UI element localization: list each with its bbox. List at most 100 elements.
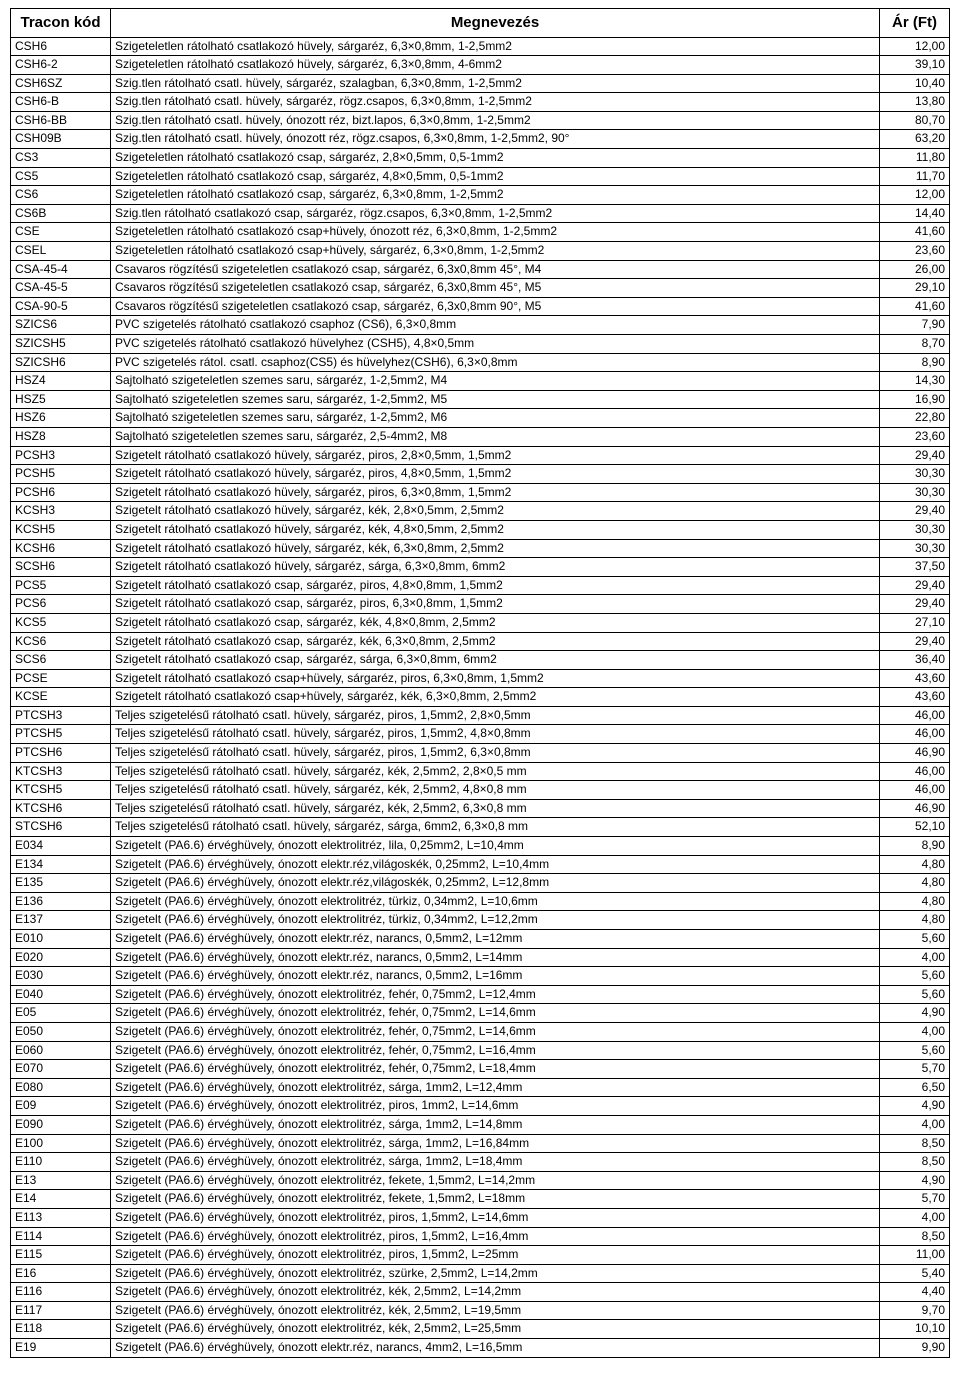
table-row: HSZ4Sajtolható szigeteletlen szemes saru… bbox=[11, 372, 950, 391]
cell-code: E14 bbox=[11, 1190, 111, 1209]
cell-code: KTCSH3 bbox=[11, 762, 111, 781]
table-row: PCSH6Szigetelt rátolható csatlakozó hüve… bbox=[11, 483, 950, 502]
cell-name: Szigetelt rátolható csatlakozó hüvely, s… bbox=[111, 520, 880, 539]
table-row: E16Szigetelt (PA6.6) érvéghüvely, ónozot… bbox=[11, 1264, 950, 1283]
table-row: E090Szigetelt (PA6.6) érvéghüvely, ónozo… bbox=[11, 1115, 950, 1134]
cell-code: PTCSH5 bbox=[11, 725, 111, 744]
cell-name: Sajtolható szigeteletlen szemes saru, sá… bbox=[111, 372, 880, 391]
cell-name: Szigetelt (PA6.6) érvéghüvely, ónozott e… bbox=[111, 1283, 880, 1302]
cell-price: 52,10 bbox=[880, 818, 950, 837]
table-row: STCSH6Teljes szigetelésű rátolható csatl… bbox=[11, 818, 950, 837]
table-row: E136Szigetelt (PA6.6) érvéghüvely, ónozo… bbox=[11, 892, 950, 911]
cell-name: Szigetelt (PA6.6) érvéghüvely, ónozott e… bbox=[111, 1171, 880, 1190]
cell-price: 14,40 bbox=[880, 204, 950, 223]
cell-code: PCSE bbox=[11, 669, 111, 688]
cell-price: 11,70 bbox=[880, 167, 950, 186]
cell-code: SZICSH6 bbox=[11, 353, 111, 372]
cell-price: 46,00 bbox=[880, 725, 950, 744]
table-body: CSH6Szigeteletlen rátolható csatlakozó h… bbox=[11, 37, 950, 1357]
cell-code: CSH6 bbox=[11, 37, 111, 56]
cell-price: 4,40 bbox=[880, 1283, 950, 1302]
cell-code: E070 bbox=[11, 1060, 111, 1079]
cell-price: 5,60 bbox=[880, 930, 950, 949]
table-row: KCS5Szigetelt rátolható csatlakozó csap,… bbox=[11, 613, 950, 632]
cell-code: KTCSH5 bbox=[11, 781, 111, 800]
cell-price: 4,80 bbox=[880, 911, 950, 930]
table-row: E070Szigetelt (PA6.6) érvéghüvely, ónozo… bbox=[11, 1060, 950, 1079]
cell-name: Szigetelt rátolható csatlakozó hüvely, s… bbox=[111, 539, 880, 558]
table-row: E034Szigetelt (PA6.6) érvéghüvely, ónozo… bbox=[11, 837, 950, 856]
cell-name: Szigeteletlen rátolható csatlakozó csap+… bbox=[111, 242, 880, 261]
cell-price: 30,30 bbox=[880, 539, 950, 558]
cell-code: E040 bbox=[11, 985, 111, 1004]
cell-price: 39,10 bbox=[880, 56, 950, 75]
table-row: HSZ5Sajtolható szigeteletlen szemes saru… bbox=[11, 390, 950, 409]
cell-price: 46,00 bbox=[880, 762, 950, 781]
cell-code: CSH09B bbox=[11, 130, 111, 149]
cell-name: Szig.tlen rátolható csatl. hüvely, sárga… bbox=[111, 93, 880, 112]
cell-name: Szigetelt (PA6.6) érvéghüvely, ónozott e… bbox=[111, 1246, 880, 1265]
cell-code: PTCSH6 bbox=[11, 744, 111, 763]
header-price: Ár (Ft) bbox=[880, 9, 950, 38]
cell-name: Szigetelt (PA6.6) érvéghüvely, ónozott e… bbox=[111, 1227, 880, 1246]
cell-price: 80,70 bbox=[880, 111, 950, 130]
cell-name: Szigetelt rátolható csatlakozó hüvely, s… bbox=[111, 446, 880, 465]
table-row: KTCSH6Teljes szigetelésű rátolható csatl… bbox=[11, 799, 950, 818]
cell-code: CSH6-B bbox=[11, 93, 111, 112]
cell-name: Szigetelt (PA6.6) érvéghüvely, ónozott e… bbox=[111, 837, 880, 856]
cell-code: PCSH3 bbox=[11, 446, 111, 465]
cell-code: CS6 bbox=[11, 186, 111, 205]
table-row: PTCSH6Teljes szigetelésű rátolható csatl… bbox=[11, 744, 950, 763]
cell-price: 12,00 bbox=[880, 186, 950, 205]
table-row: PCSESzigetelt rátolható csatlakozó csap+… bbox=[11, 669, 950, 688]
table-row: CS5Szigeteletlen rátolható csatlakozó cs… bbox=[11, 167, 950, 186]
table-row: E115Szigetelt (PA6.6) érvéghüvely, ónozo… bbox=[11, 1246, 950, 1265]
table-row: E100Szigetelt (PA6.6) érvéghüvely, ónozo… bbox=[11, 1134, 950, 1153]
cell-price: 4,00 bbox=[880, 1115, 950, 1134]
table-row: E114Szigetelt (PA6.6) érvéghüvely, ónozo… bbox=[11, 1227, 950, 1246]
cell-name: Sajtolható szigeteletlen szemes saru, sá… bbox=[111, 390, 880, 409]
cell-price: 30,30 bbox=[880, 483, 950, 502]
cell-price: 27,10 bbox=[880, 613, 950, 632]
cell-name: Szigetelt rátolható csatlakozó hüvely, s… bbox=[111, 502, 880, 521]
cell-code: SCSH6 bbox=[11, 558, 111, 577]
table-row: KCS6Szigetelt rátolható csatlakozó csap,… bbox=[11, 632, 950, 651]
cell-price: 23,60 bbox=[880, 242, 950, 261]
cell-code: E113 bbox=[11, 1208, 111, 1227]
cell-price: 26,00 bbox=[880, 260, 950, 279]
table-row: CS6BSzig.tlen rátolható csatlakozó csap,… bbox=[11, 204, 950, 223]
cell-price: 7,90 bbox=[880, 316, 950, 335]
cell-name: Szigetelt (PA6.6) érvéghüvely, ónozott e… bbox=[111, 874, 880, 893]
cell-code: E110 bbox=[11, 1153, 111, 1172]
cell-code: CSE bbox=[11, 223, 111, 242]
cell-name: Szigetelt (PA6.6) érvéghüvely, ónozott e… bbox=[111, 1041, 880, 1060]
cell-code: E030 bbox=[11, 967, 111, 986]
table-row: E020Szigetelt (PA6.6) érvéghüvely, ónozo… bbox=[11, 948, 950, 967]
table-row: PTCSH3Teljes szigetelésű rátolható csatl… bbox=[11, 706, 950, 725]
cell-code: E137 bbox=[11, 911, 111, 930]
table-row: E080Szigetelt (PA6.6) érvéghüvely, ónozo… bbox=[11, 1078, 950, 1097]
table-row: E05Szigetelt (PA6.6) érvéghüvely, ónozot… bbox=[11, 1004, 950, 1023]
cell-price: 8,70 bbox=[880, 335, 950, 354]
cell-name: Szigetelt (PA6.6) érvéghüvely, ónozott e… bbox=[111, 967, 880, 986]
table-row: CSH09BSzig.tlen rátolható csatl. hüvely,… bbox=[11, 130, 950, 149]
cell-code: KTCSH6 bbox=[11, 799, 111, 818]
cell-price: 14,30 bbox=[880, 372, 950, 391]
cell-code: KCS6 bbox=[11, 632, 111, 651]
cell-name: Szig.tlen rátolható csatl. hüvely, sárga… bbox=[111, 74, 880, 93]
cell-price: 11,80 bbox=[880, 149, 950, 168]
cell-code: HSZ4 bbox=[11, 372, 111, 391]
table-row: CSA-45-5Csavaros rögzítésű szigeteletlen… bbox=[11, 279, 950, 298]
cell-price: 11,00 bbox=[880, 1246, 950, 1265]
cell-price: 12,00 bbox=[880, 37, 950, 56]
cell-name: Csavaros rögzítésű szigeteletlen csatlak… bbox=[111, 260, 880, 279]
cell-price: 46,90 bbox=[880, 799, 950, 818]
cell-price: 5,60 bbox=[880, 985, 950, 1004]
cell-name: Szig.tlen rátolható csatl. hüvely, ónozo… bbox=[111, 111, 880, 130]
table-row: E060Szigetelt (PA6.6) érvéghüvely, ónozo… bbox=[11, 1041, 950, 1060]
table-row: CS3Szigeteletlen rátolható csatlakozó cs… bbox=[11, 149, 950, 168]
cell-name: Szigetelt (PA6.6) érvéghüvely, ónozott e… bbox=[111, 1301, 880, 1320]
cell-name: Csavaros rögzítésű szigeteletlen csatlak… bbox=[111, 279, 880, 298]
table-row: SZICSH5PVC szigetelés rátolható csatlako… bbox=[11, 335, 950, 354]
cell-code: SZICS6 bbox=[11, 316, 111, 335]
